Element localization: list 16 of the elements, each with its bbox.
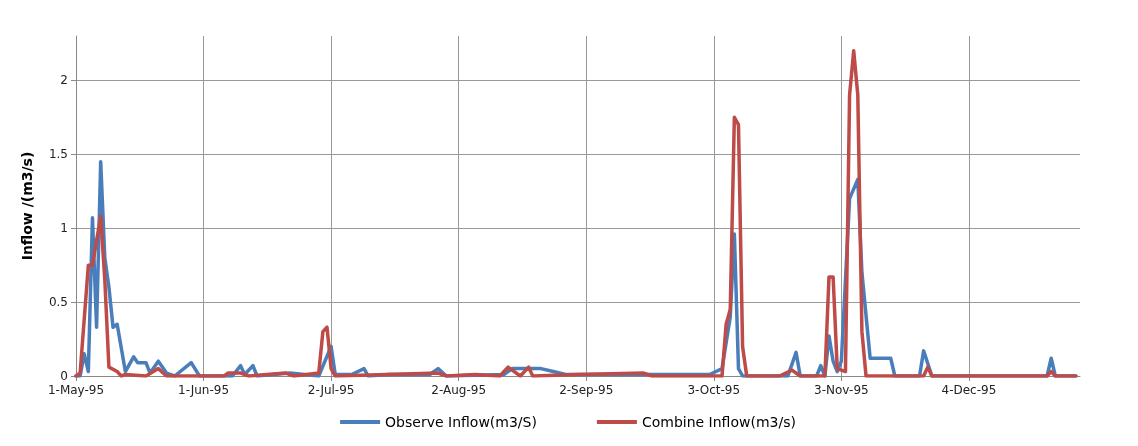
x-tick-label: 4-Dec-95 xyxy=(941,383,997,397)
y-tick-label: 0.5 xyxy=(48,295,68,310)
x-tick-label: 3-Oct-95 xyxy=(687,383,741,397)
y-tick-label: 1 xyxy=(60,221,68,236)
x-tick-label: 2-Sep-95 xyxy=(559,383,614,397)
y-tick-label: 2 xyxy=(60,73,68,88)
x-tick-label: 2-Aug-95 xyxy=(431,383,487,397)
y-tick-label: 1.5 xyxy=(48,147,68,162)
x-tick-label: 3-Nov-95 xyxy=(814,383,869,397)
x-tick-label: 2-Jul-95 xyxy=(307,383,355,397)
legend-label: Combine Inflow(m3/s) xyxy=(641,414,796,430)
legend-label: Observe Inflow(m3/S) xyxy=(385,414,537,430)
y-axis-title: Inflow /(m3/s) xyxy=(19,151,35,261)
x-tick-label: 1-May-95 xyxy=(47,383,105,397)
y-tick-label: 0 xyxy=(60,369,68,383)
x-tick-label: 1-Jun-95 xyxy=(178,383,230,397)
